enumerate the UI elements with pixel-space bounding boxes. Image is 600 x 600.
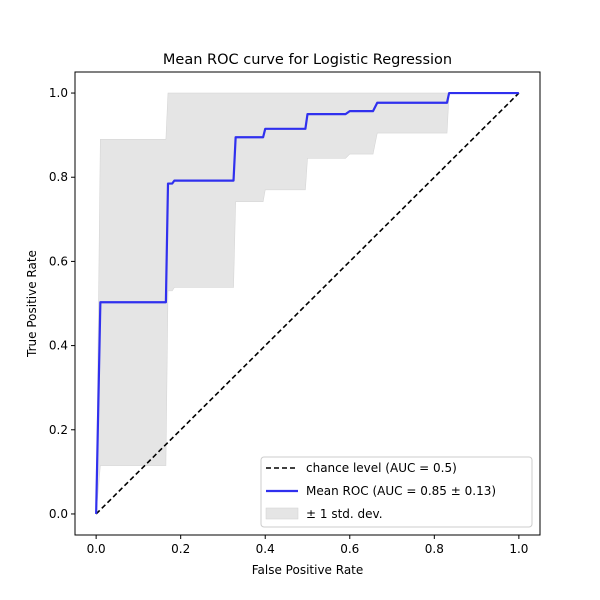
legend-label-chance: chance level (AUC = 0.5) (306, 461, 457, 475)
chart-title: Mean ROC curve for Logistic Regression (163, 52, 452, 68)
x-axis-label: False Positive Rate (252, 563, 364, 577)
legend-label-mean-roc: Mean ROC (AUC = 0.85 ± 0.13) (306, 484, 496, 498)
y-tick-label: 0.8 (49, 170, 68, 184)
legend: chance level (AUC = 0.5) Mean ROC (AUC =… (260, 456, 533, 528)
legend-label-std-band: ± 1 std. dev. (306, 507, 383, 521)
y-tick-label: 0.2 (49, 423, 68, 437)
y-axis-label: True Positive Rate (25, 250, 39, 358)
mean-roc-line (95, 91, 519, 514)
y-tick-label: 1.0 (49, 86, 68, 100)
x-tick-label: 0.0 (87, 542, 106, 556)
x-tick-label: 1.0 (509, 542, 528, 556)
x-tick-label: 0.4 (256, 542, 275, 556)
plot-area (95, 91, 520, 515)
x-axis-ticks: 0.0 0.2 0.4 0.6 0.8 1.0 (87, 535, 528, 556)
y-tick-label: 0.0 (49, 507, 68, 521)
x-tick-label: 0.6 (340, 542, 359, 556)
y-axis-ticks: 0.0 0.2 0.4 0.6 0.8 1.0 (49, 86, 75, 521)
plot-frame (74, 71, 541, 536)
x-tick-label: 0.2 (171, 542, 190, 556)
legend-box (260, 456, 533, 528)
chance-level-line (95, 92, 520, 515)
x-tick-label: 0.8 (425, 542, 444, 556)
legend-swatch-std-band (265, 507, 299, 520)
std-dev-band (95, 92, 519, 514)
y-tick-label: 0.6 (49, 254, 68, 268)
y-tick-label: 0.4 (49, 339, 68, 353)
